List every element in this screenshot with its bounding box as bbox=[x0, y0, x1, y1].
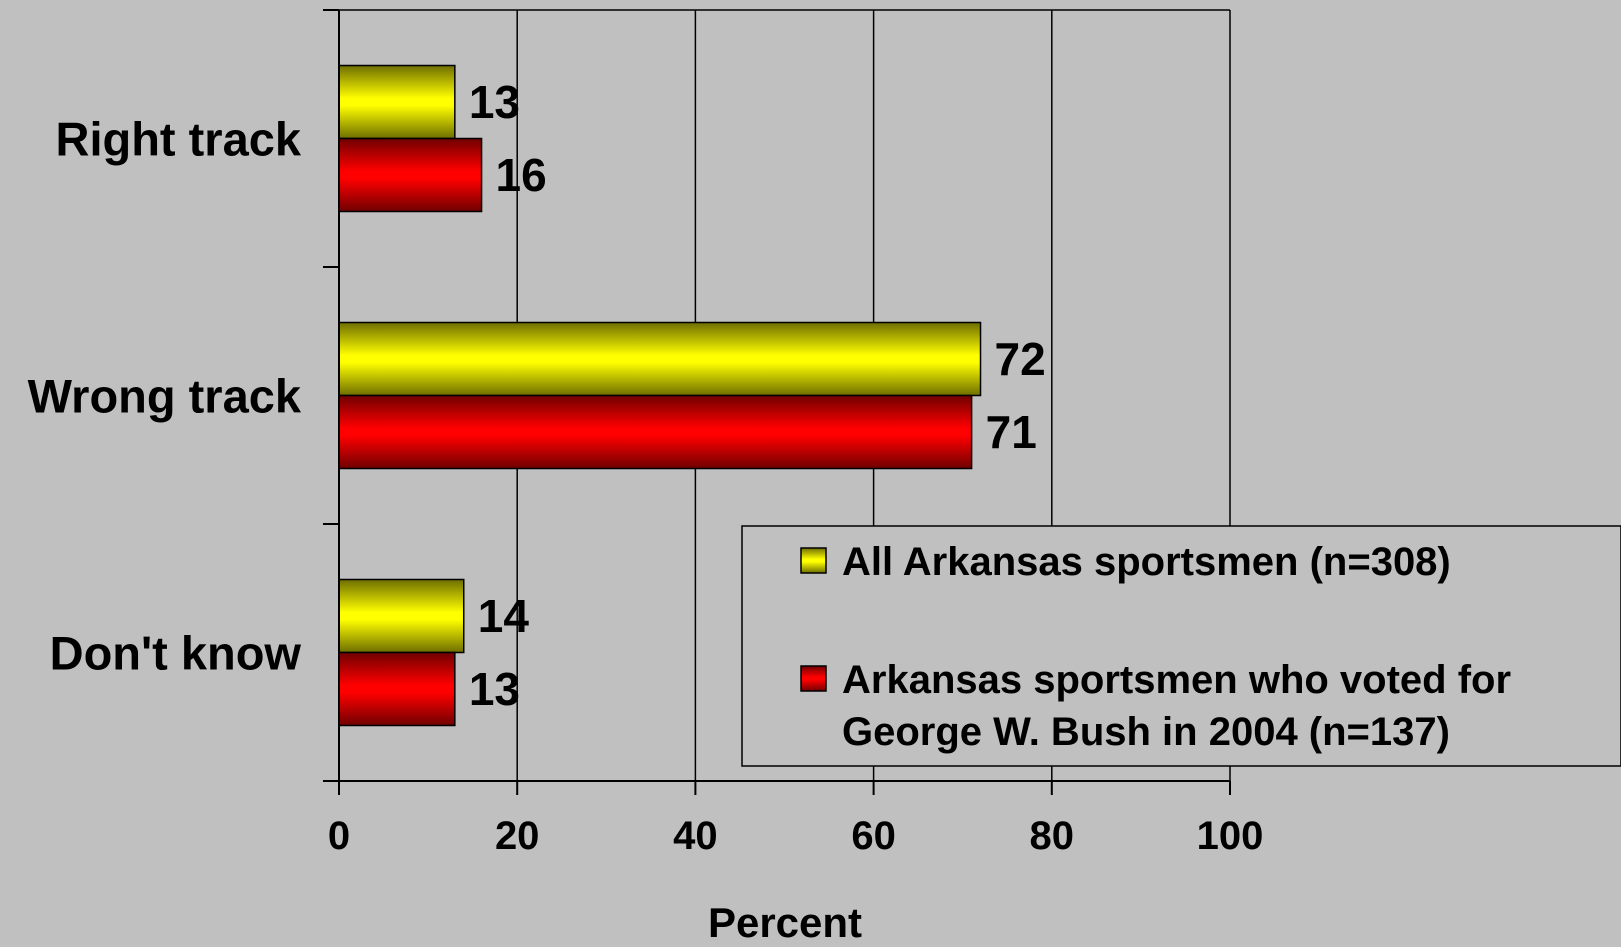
bar-2-1 bbox=[338, 651, 456, 727]
legend-label: All Arkansas sportsmen (n=308) bbox=[842, 540, 1451, 584]
data-label: 72 bbox=[995, 333, 1046, 385]
x-tick-label: 60 bbox=[851, 814, 896, 858]
x-tick-label: 80 bbox=[1030, 814, 1075, 858]
labels: 13 16 Right track 72 71 Wrong track 14 13 Don't … bbox=[28, 76, 1264, 946]
legend-label: George W. Bush in 2004 (n=137) bbox=[842, 710, 1450, 754]
bar-2-0 bbox=[338, 578, 465, 654]
bars bbox=[338, 64, 982, 727]
axes bbox=[323, 9, 1231, 795]
legend: All Arkansas sportsmen (n=308) Arkansas s… bbox=[741, 525, 1621, 767]
legend-swatch bbox=[800, 547, 827, 574]
bar-1-1 bbox=[338, 394, 973, 470]
x-axis-title: Percent bbox=[708, 899, 862, 946]
legend-swatch bbox=[800, 665, 827, 692]
data-label: 13 bbox=[469, 663, 520, 715]
bar-0-1 bbox=[338, 137, 483, 213]
legend-box bbox=[741, 525, 1621, 767]
data-label: 16 bbox=[496, 149, 547, 201]
data-label: 14 bbox=[478, 590, 530, 642]
x-tick-label: 20 bbox=[495, 814, 540, 858]
x-tick-label: 0 bbox=[328, 814, 350, 858]
category-label: Right track bbox=[56, 113, 302, 166]
bar-1-0 bbox=[338, 321, 982, 397]
bar-0-0 bbox=[338, 64, 456, 140]
x-tick-label: 100 bbox=[1197, 814, 1264, 858]
data-label: 13 bbox=[469, 76, 520, 128]
category-label: Wrong track bbox=[28, 370, 302, 423]
category-label: Don't know bbox=[50, 627, 302, 680]
x-tick-label: 40 bbox=[673, 814, 718, 858]
legend-label: Arkansas sportsmen who voted for bbox=[842, 658, 1511, 702]
data-label: 71 bbox=[986, 406, 1037, 458]
